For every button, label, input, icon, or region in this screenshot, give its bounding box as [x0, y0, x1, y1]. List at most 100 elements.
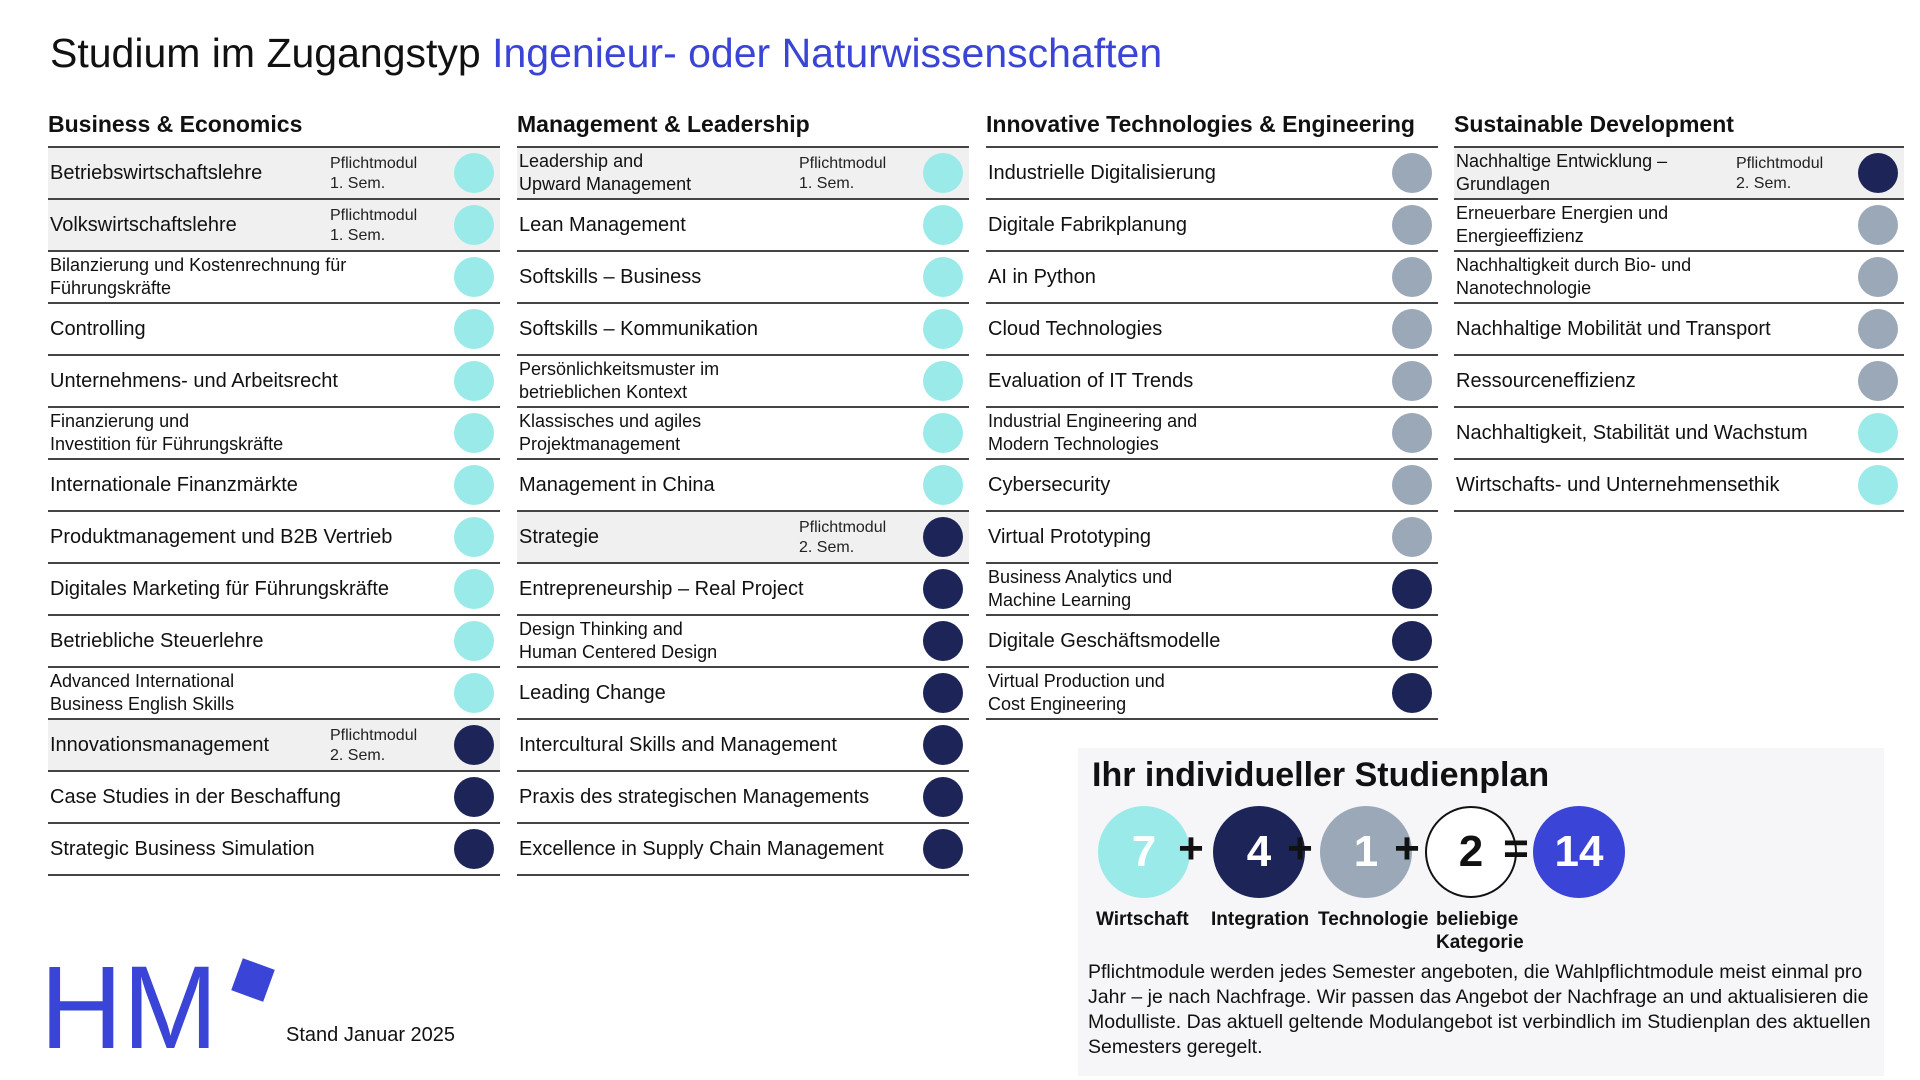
module-name: Betriebliche Steuerlehre: [50, 629, 264, 652]
module-row: Advanced International Business English …: [48, 668, 500, 720]
category-dot-icon: [923, 153, 963, 193]
module-row: Design Thinking and Human Centered Desig…: [517, 616, 969, 668]
category-dot-icon: [1392, 621, 1432, 661]
title-main: Studium im Zugangstyp: [50, 30, 481, 76]
count-label: Wirtschaft: [1096, 909, 1189, 930]
module-row: Erneuerbare Energien und Energieeffizien…: [1454, 200, 1904, 252]
module-name: Unternehmens- und Arbeitsrecht: [50, 369, 338, 392]
category-dot-icon: [923, 205, 963, 245]
category-dot-icon: [923, 569, 963, 609]
module-name: Cybersecurity: [988, 473, 1111, 496]
module-row: Innovationsmanagement Pflichtmodul 2. Sem…: [48, 720, 500, 772]
module-name: Design Thinking and Human Centered Desig…: [519, 619, 718, 662]
module-list: Leadership and Upward Management Pflichtm…: [517, 146, 969, 876]
module-row: Betriebliche Steuerlehre: [48, 616, 500, 668]
category-dot-icon: [1858, 153, 1898, 193]
module-row: Digitales Marketing für Führungskräfte: [48, 564, 500, 616]
module-row: Produktmanagement und B2B Vertrieb: [48, 512, 500, 564]
module-row: Leading Change: [517, 668, 969, 720]
category-dot-icon: [454, 413, 494, 453]
total-circle: 14: [1533, 806, 1625, 898]
category-dot-icon: [923, 829, 963, 869]
module-row: Intercultural Skills and Management: [517, 720, 969, 772]
count-label: beliebige Kategorie: [1436, 909, 1524, 953]
category-dot-icon: [454, 725, 494, 765]
module-name: Softskills – Business: [519, 265, 702, 288]
category-dot-icon: [1858, 361, 1898, 401]
column-heading: Sustainable Development: [1454, 111, 1734, 137]
module-row: Nachhaltige Mobilität und Transport: [1454, 304, 1904, 356]
module-name: Nachhaltige Mobilität und Transport: [1456, 317, 1771, 340]
category-dot-icon: [454, 257, 494, 297]
category-dot-icon: [1858, 309, 1898, 349]
module-name: Cloud Technologies: [988, 317, 1163, 340]
count-circle: 4: [1213, 806, 1305, 898]
module-row: Volkswirtschaftslehre Pflichtmodul 1. Sem…: [48, 200, 500, 252]
category-dot-icon: [454, 777, 494, 817]
category-dot-icon: [923, 309, 963, 349]
module-row: Nachhaltige Entwicklung – Grundlagen Pfli…: [1454, 148, 1904, 200]
category-dot-icon: [1858, 465, 1898, 505]
module-name: Betriebswirtschaftslehre: [50, 161, 263, 184]
category-dot-icon: [454, 673, 494, 713]
column-heading: Management & Leadership: [517, 111, 810, 137]
module-row: Cloud Technologies: [986, 304, 1438, 356]
module-row: Unternehmens- und Arbeitsrecht: [48, 356, 500, 408]
module-row: Case Studies in der Beschaffung: [48, 772, 500, 824]
required-module-label: Pflichtmodul 2. Sem.: [1736, 155, 1824, 192]
module-name: Excellence in Supply Chain Management: [519, 837, 884, 860]
module-name: Nachhaltigkeit durch Bio- und Nanotechno…: [1456, 255, 1692, 298]
study-plan-title: Ihr individueller Studienplan: [1092, 756, 1550, 794]
category-dot-icon: [1858, 413, 1898, 453]
module-name: Strategie: [519, 525, 600, 548]
module-name: Evaluation of IT Trends: [988, 369, 1194, 392]
module-row: Klassisches und agiles Projektmanagement: [517, 408, 969, 460]
category-dot-icon: [454, 205, 494, 245]
logo-text: HM: [40, 955, 218, 1055]
module-row: Excellence in Supply Chain Management: [517, 824, 969, 876]
module-list: Nachhaltige Entwicklung – Grundlagen Pfli…: [1454, 146, 1904, 512]
study-plan-note: Pflichtmodule werden jedes Semester ange…: [1088, 961, 1871, 1058]
category-dot-icon: [1858, 257, 1898, 297]
module-name: Finanzierung und Investition für Führung…: [50, 411, 284, 454]
column-heading: Innovative Technologies & Engineering: [986, 111, 1415, 137]
category-dot-icon: [1392, 361, 1432, 401]
module-row: Business Analytics und Machine Learning: [986, 564, 1438, 616]
module-name: Internationale Finanzmärkte: [50, 473, 298, 496]
category-dot-icon: [1392, 153, 1432, 193]
module-name: Erneuerbare Energien und Energieeffizien…: [1456, 203, 1669, 246]
category-dot-icon: [454, 829, 494, 869]
module-row: Virtual Prototyping: [986, 512, 1438, 564]
category-dot-icon: [923, 621, 963, 661]
module-name: Leadership and Upward Management: [519, 151, 692, 194]
category-dot-icon: [454, 309, 494, 349]
module-name: Industrielle Digitalisierung: [988, 161, 1216, 184]
module-name: Case Studies in der Beschaffung: [50, 785, 341, 808]
required-module-label: Pflichtmodul 2. Sem.: [799, 519, 887, 556]
module-name: Ressourceneffizienz: [1456, 369, 1636, 392]
module-name: Industrial Engineering and Modern Techno…: [988, 411, 1198, 454]
category-dot-icon: [1392, 465, 1432, 505]
module-row: AI in Python: [986, 252, 1438, 304]
module-row: Entrepreneurship – Real Project: [517, 564, 969, 616]
required-module-label: Pflichtmodul 1. Sem.: [799, 155, 887, 192]
category-dot-icon: [1392, 205, 1432, 245]
required-module-label: Pflichtmodul 2. Sem.: [330, 727, 418, 764]
module-row: Evaluation of IT Trends: [986, 356, 1438, 408]
module-row: Persönlichkeitsmuster im betrieblichen K…: [517, 356, 969, 408]
module-row: Betriebswirtschaftslehre Pflichtmodul 1. …: [48, 148, 500, 200]
module-row: Digitale Geschäftsmodelle: [986, 616, 1438, 668]
module-row: Digitale Fabrikplanung: [986, 200, 1438, 252]
category-dot-icon: [923, 777, 963, 817]
module-name: Entrepreneurship – Real Project: [519, 577, 804, 600]
module-row: Softskills – Kommunikation: [517, 304, 969, 356]
module-name: Wirtschafts- und Unternehmensethik: [1456, 473, 1780, 496]
module-row: Softskills – Business: [517, 252, 969, 304]
logo-square-icon: [231, 958, 275, 1002]
module-row: Virtual Production und Cost Engineering: [986, 668, 1438, 720]
title-accent: Ingenieur- oder Naturwissenschaften: [492, 30, 1163, 76]
equals-icon: =: [1503, 824, 1529, 873]
category-dot-icon: [1392, 257, 1432, 297]
plus-icon: +: [1178, 824, 1204, 873]
module-row: Ressourceneffizienz: [1454, 356, 1904, 408]
